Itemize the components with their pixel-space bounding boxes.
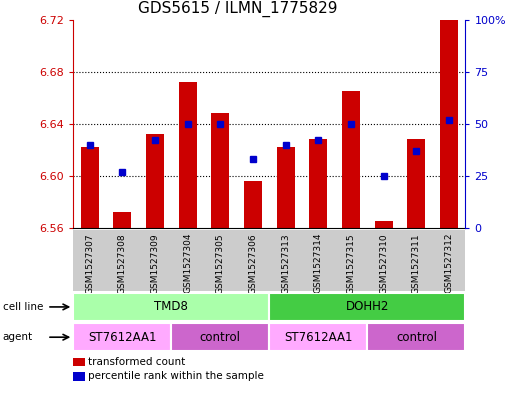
Bar <box>269 323 367 351</box>
Bar <box>407 140 425 228</box>
Bar <box>73 293 269 321</box>
Text: GSM1527310: GSM1527310 <box>379 233 388 294</box>
Bar <box>179 82 197 228</box>
Text: control: control <box>396 331 437 344</box>
Text: TMD8: TMD8 <box>154 300 188 314</box>
Text: GSM1527309: GSM1527309 <box>151 233 160 294</box>
Text: transformed count: transformed count <box>88 357 185 367</box>
Text: GSM1527308: GSM1527308 <box>118 233 127 294</box>
Bar <box>73 323 172 351</box>
Bar <box>81 147 98 228</box>
Bar <box>310 140 327 228</box>
Text: GSM1527314: GSM1527314 <box>314 233 323 294</box>
Bar <box>211 114 229 228</box>
Text: GSM1527306: GSM1527306 <box>248 233 257 294</box>
Bar <box>342 91 360 228</box>
Text: GSM1527315: GSM1527315 <box>347 233 356 294</box>
Title: GDS5615 / ILMN_1775829: GDS5615 / ILMN_1775829 <box>138 1 338 17</box>
Text: ST7612AA1: ST7612AA1 <box>88 331 156 344</box>
Bar <box>172 323 269 351</box>
Text: DOHH2: DOHH2 <box>346 300 389 314</box>
Bar <box>367 323 465 351</box>
Bar <box>244 181 262 228</box>
Bar <box>277 147 294 228</box>
Text: agent: agent <box>3 332 33 342</box>
Text: ST7612AA1: ST7612AA1 <box>284 331 353 344</box>
Text: GSM1527305: GSM1527305 <box>216 233 225 294</box>
Text: control: control <box>200 331 241 344</box>
Text: GSM1527313: GSM1527313 <box>281 233 290 294</box>
Bar <box>269 293 465 321</box>
Text: percentile rank within the sample: percentile rank within the sample <box>88 371 264 382</box>
Text: cell line: cell line <box>3 302 43 312</box>
Text: GSM1527312: GSM1527312 <box>445 233 453 294</box>
Bar <box>375 221 393 228</box>
Bar <box>113 212 131 228</box>
Bar <box>440 20 458 228</box>
Text: GSM1527311: GSM1527311 <box>412 233 421 294</box>
Text: GSM1527304: GSM1527304 <box>183 233 192 294</box>
Text: GSM1527307: GSM1527307 <box>85 233 94 294</box>
Bar <box>146 134 164 228</box>
